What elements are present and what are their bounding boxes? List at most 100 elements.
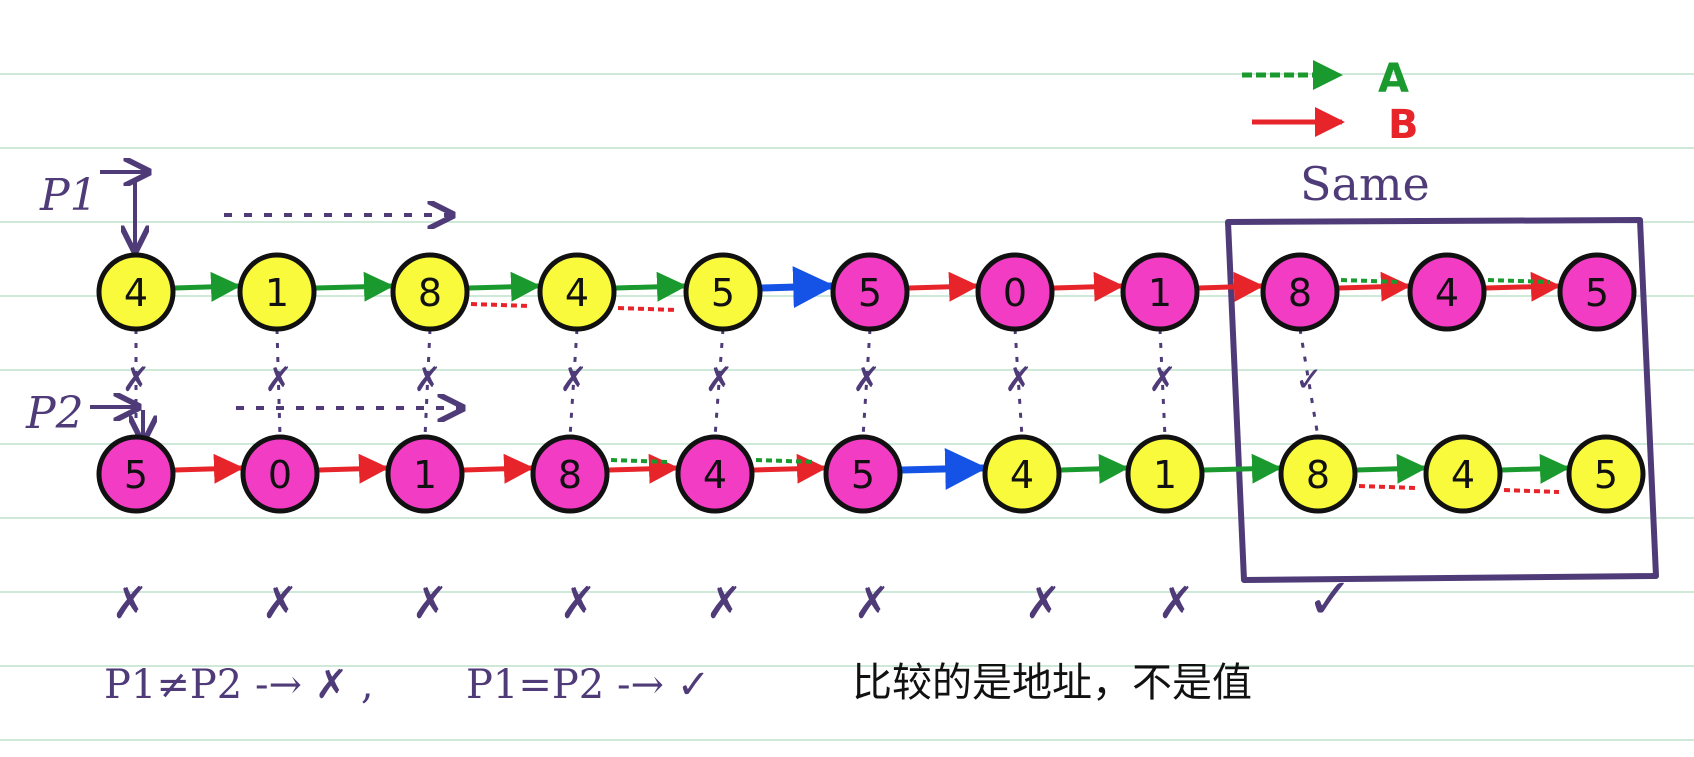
node-value: 1 [1148,271,1172,315]
node-value: 5 [1594,453,1618,497]
node-circle [537,252,617,332]
note-address-not-value: 比较的是地址，不是值 [852,660,1252,706]
node-value: 0 [268,453,292,497]
node-value: 1 [1153,453,1177,497]
node-layer: 4 1 8 4 5 5 0 1 8 4 5 5 0 1 8 4 5 4 1 8 4 5 [96,252,1646,514]
row1-node: 4 [1407,252,1487,332]
node-circle [390,252,470,332]
comparison-mismatch-mark: ✗ [1148,360,1177,400]
node-value: 5 [858,271,882,315]
p1-label: P1 [39,170,98,221]
row1-node: 5 [683,252,763,332]
row1-node: 5 [1557,252,1637,332]
row2-edge-red [461,453,534,484]
row1-node: 1 [1120,252,1200,332]
node-circle [385,434,465,514]
comparison-link [423,328,432,438]
trail-dashes [1358,484,1417,490]
row1-edge-red [1483,271,1561,302]
edge-layer [172,266,1570,494]
row2-node: 1 [385,434,465,514]
row2-node: 4 [1423,434,1503,514]
node-circle [1120,252,1200,332]
node-circle [1278,434,1358,514]
row2-edge-green [1499,453,1570,484]
row2-node: 8 [530,434,610,514]
result-mismatch-mark: ✗ [262,578,299,629]
comparison-mismatch-mark: ✗ [122,360,151,400]
comparison-link [275,328,282,438]
row2-edge-green [1354,453,1427,484]
legend-b-label: B [1388,102,1419,148]
node-circle [1423,434,1503,514]
rule-not-equal: P1≠P2 -→ ✗ , [104,662,374,708]
trail-dashes [610,458,669,464]
row1-node: 0 [975,252,1055,332]
same-box [1225,217,1659,583]
row1-node: 8 [1260,252,1340,332]
node-circle [96,434,176,514]
result-mismatch-mark: ✗ [854,578,891,629]
node-value: 8 [558,453,582,497]
comparison-mismatch-mark: ✗ [705,360,734,400]
node-circle [1260,252,1340,332]
node-value: 1 [413,453,437,497]
row1-edge-red [906,271,979,302]
node-value: 4 [565,271,589,315]
comparison-link [1158,328,1167,438]
node-value: 8 [418,271,442,315]
node-circle [1125,434,1205,514]
result-mismatch-mark: ✗ [112,578,149,629]
row1-edge-blue [758,266,836,309]
result-layer: ✗ ✗ ✗ ✗ ✗ ✗ ✗ ✗ ✓ [112,567,1354,632]
trail-dashes [1503,488,1560,494]
row2-node: 5 [823,434,903,514]
node-circle [1557,252,1637,332]
node-value: 4 [1451,453,1475,497]
trail-dashes [755,458,817,464]
row2-node: 8 [1278,434,1358,514]
row2-node: 0 [240,434,320,514]
comparison-link [1298,328,1320,438]
trail-dashes [470,302,531,308]
comparison-link [568,328,579,438]
legend-a-label: A [1378,56,1409,102]
node-circle [683,252,763,332]
result-match-mark: ✓ [1307,567,1354,632]
row1-edge-red [1051,271,1124,302]
result-mismatch-mark: ✗ [1025,578,1062,629]
node-circle [675,434,755,514]
legend: A B [1242,56,1419,148]
node-circle [1407,252,1487,332]
row2-edge-green [1058,453,1129,484]
row2-edge-red [606,453,679,484]
node-value: 4 [124,271,148,315]
node-value: 4 [1435,271,1459,315]
result-mismatch-mark: ✗ [1158,578,1195,629]
p2-label: P2 [25,388,84,439]
row1-edge-red [1336,271,1411,302]
node-circle [830,252,910,332]
row1-edge-green [613,271,687,302]
same-label: Same [1300,157,1430,211]
node-circle [975,252,1055,332]
result-mismatch-mark: ✗ [706,578,743,629]
node-value: 5 [711,271,735,315]
row1-node: 4 [96,252,176,332]
row1-node: 5 [830,252,910,332]
node-circle [96,252,176,332]
node-value: 5 [1585,271,1609,315]
node-value: 8 [1306,453,1330,497]
row2-edge-red [316,453,389,484]
comparison-link [713,328,725,438]
node-circle [237,252,317,332]
row2-node: 5 [1566,434,1646,514]
comparison-mismatch-mark: ✗ [1004,360,1033,400]
trail-dashes [1487,278,1551,284]
result-mismatch-mark: ✗ [412,578,449,629]
comparison-mismatch-mark: ✗ [264,360,293,400]
row1-edge-green [466,271,541,302]
comparison-mismatch-mark: ✗ [852,360,881,400]
node-circle [530,434,610,514]
